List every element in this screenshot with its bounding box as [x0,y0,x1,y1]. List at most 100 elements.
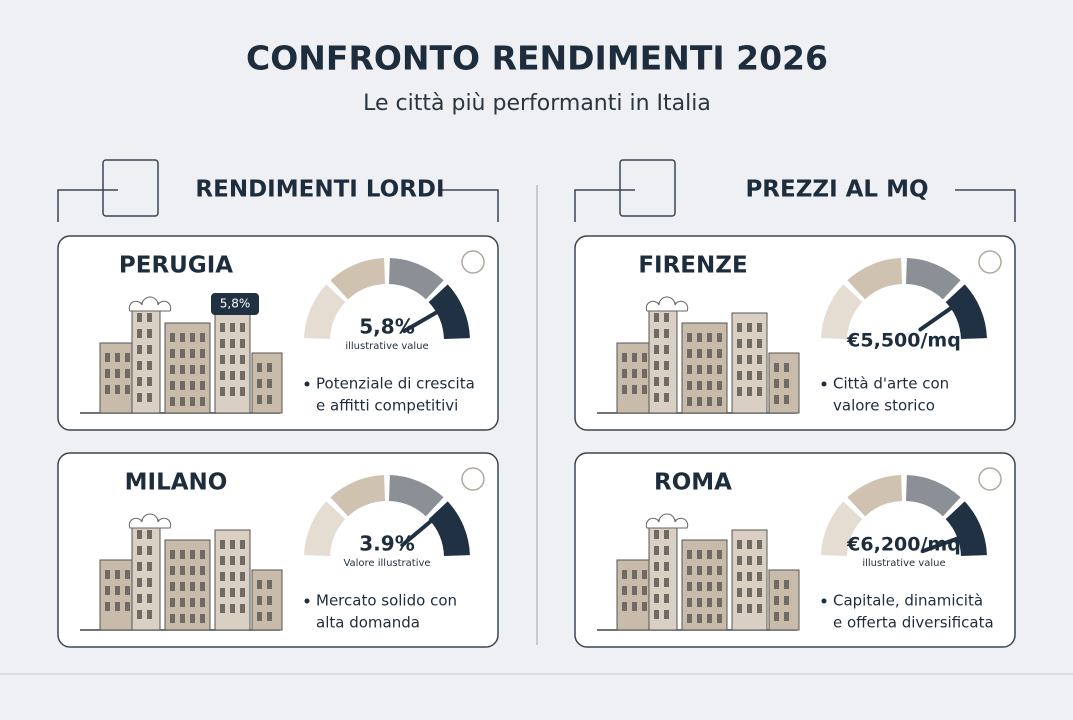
window [115,353,120,362]
window [632,586,637,595]
gauge-segment [428,284,470,340]
window [125,353,130,362]
window [125,385,130,394]
window [230,387,235,396]
window [137,578,142,587]
window [170,349,175,358]
window [747,371,752,380]
window [190,582,195,591]
window [180,598,185,607]
window [180,582,185,591]
window [170,566,175,575]
building-body [131,519,161,631]
window [664,361,669,370]
building [214,312,251,414]
window [220,588,225,597]
window [170,333,175,342]
window [267,395,272,404]
window [757,387,762,396]
window [137,610,142,619]
gauge-value: 3.9% [359,532,414,556]
window [654,530,659,539]
subtitle: Le città più performanti in Italia [363,91,711,116]
window [654,393,659,402]
window [757,540,762,549]
window [220,339,225,348]
window [687,397,692,406]
window [147,377,152,386]
window [747,556,752,565]
window [654,345,659,354]
window [654,377,659,386]
window [697,333,702,342]
window [622,353,627,362]
section-title: RENDIMENTI LORDI [195,177,444,203]
window [180,381,185,390]
window [230,339,235,348]
gauge-segment [304,284,346,340]
window [737,588,742,597]
description: Capitale, dinamicità [833,592,983,610]
window [687,566,692,575]
window [147,562,152,571]
window [747,572,752,581]
window [774,379,779,388]
window [654,361,659,370]
window [737,339,742,348]
gauge-value: €6,200/mq [846,534,961,556]
window [717,349,722,358]
corner-icon [461,467,485,491]
window [137,594,142,603]
building [251,352,283,414]
window [687,349,692,358]
window [784,612,789,621]
window [137,345,142,354]
window [200,349,205,358]
gauge-segment [847,475,903,517]
window [664,578,669,587]
window [737,604,742,613]
window [190,566,195,575]
card: PERUGIA 5,8% 5,8% illustrative value Potenzi… [57,235,499,431]
window [642,369,647,378]
window [267,580,272,589]
window [622,570,627,579]
window [622,602,627,611]
window [632,369,637,378]
window [757,604,762,613]
window [664,345,669,354]
window [200,566,205,575]
window [707,333,712,342]
window [180,550,185,559]
window [737,371,742,380]
window [737,540,742,549]
window [220,355,225,364]
window [784,596,789,605]
window [757,323,762,332]
card: MILANO 3.9% Valore illustrative Mercato sol… [57,452,499,648]
cloud [645,513,689,529]
window [774,363,779,372]
window [147,361,152,370]
window [747,604,752,613]
gauge-needle [402,308,443,333]
window [632,353,637,362]
section-icon [619,159,676,217]
card: ROMA €6,200/mq illustrative value Capitale,… [574,452,1016,648]
window [622,586,627,595]
window [137,313,142,322]
window [747,355,752,364]
window [757,572,762,581]
window [125,369,130,378]
window [267,596,272,605]
window [240,556,245,565]
gauge-value: €5,500/mq [846,330,961,352]
window [707,598,712,607]
window [105,353,110,362]
window [147,345,152,354]
window [200,598,205,607]
window [687,365,692,374]
window [220,572,225,581]
building [648,302,678,414]
window [687,550,692,559]
